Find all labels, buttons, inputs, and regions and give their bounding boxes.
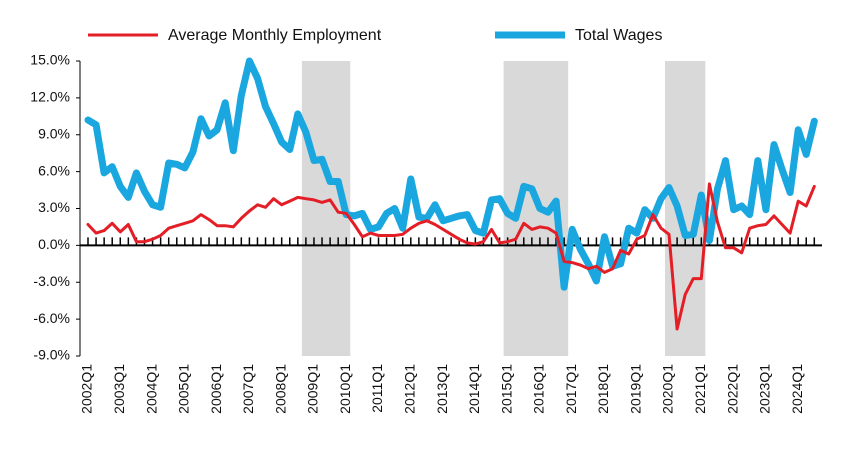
x-tick-label: 2022Q1 — [724, 364, 740, 414]
x-tick-label: 2006Q1 — [208, 364, 224, 414]
x-tick-label: 2005Q1 — [176, 364, 192, 414]
x-tick-group: 2020Q1 — [660, 364, 676, 414]
x-tick-group: 2006Q1 — [208, 364, 224, 414]
x-tick-group: 2012Q1 — [402, 364, 418, 414]
x-tick-group: 2024Q1 — [789, 364, 805, 414]
x-tick-group: 2003Q1 — [111, 364, 127, 414]
x-tick-group: 2011Q1 — [369, 364, 385, 413]
x-tick-group: 2022Q1 — [724, 364, 740, 414]
x-tick-label: 2020Q1 — [660, 364, 676, 414]
x-tick-label: 2018Q1 — [595, 364, 611, 414]
y-tick-label: -6.0% — [33, 310, 70, 326]
x-tick-group: 2016Q1 — [531, 364, 547, 414]
x-tick-label: 2002Q1 — [79, 364, 95, 414]
x-tick-group: 2014Q1 — [466, 364, 482, 414]
x-tick-label: 2014Q1 — [466, 364, 482, 414]
x-tick-group: 2009Q1 — [305, 364, 321, 414]
legend-label: Total Wages — [575, 27, 662, 44]
x-tick-label: 2021Q1 — [692, 364, 708, 414]
x-tick-label: 2019Q1 — [627, 364, 643, 414]
series-line — [84, 57, 818, 291]
y-tick-label: -9.0% — [33, 347, 70, 363]
x-tick-label: 2017Q1 — [563, 364, 579, 414]
x-tick-label: 2004Q1 — [143, 364, 159, 414]
x-tick-group: 2018Q1 — [595, 364, 611, 414]
x-tick-group: 2002Q1 — [79, 364, 95, 414]
x-tick-label: 2007Q1 — [240, 364, 256, 414]
x-tick-group: 2023Q1 — [757, 364, 773, 414]
x-tick-label: 2003Q1 — [111, 364, 127, 414]
x-tick-group: 2008Q1 — [272, 364, 288, 414]
x-tick-label: 2008Q1 — [272, 364, 288, 414]
x-tick-label: 2013Q1 — [434, 364, 450, 414]
x-tick-label: 2024Q1 — [789, 364, 805, 414]
x-tick-group: 2004Q1 — [143, 364, 159, 414]
x-tick-group: 2005Q1 — [176, 364, 192, 414]
y-tick-label: 15.0% — [30, 52, 70, 68]
y-tick-label: 3.0% — [38, 199, 70, 215]
x-tick-label: 2015Q1 — [498, 364, 514, 414]
series-line — [86, 182, 816, 331]
y-tick-label: -3.0% — [33, 273, 70, 289]
x-tick-label: 2010Q1 — [337, 364, 353, 414]
x-tick-group: 2021Q1 — [692, 364, 708, 414]
y-tick-label: 12.0% — [30, 89, 70, 105]
x-tick-group: 2019Q1 — [627, 364, 643, 414]
x-tick-group: 2010Q1 — [337, 364, 353, 414]
x-tick-label: 2016Q1 — [531, 364, 547, 414]
x-tick-label: 2011Q1 — [369, 364, 385, 413]
y-tick-label: 6.0% — [38, 162, 70, 178]
x-tick-label: 2023Q1 — [757, 364, 773, 414]
y-tick-label: 0.0% — [38, 236, 70, 252]
x-tick-group: 2015Q1 — [498, 364, 514, 414]
x-tick-label: 2009Q1 — [305, 364, 321, 414]
legend-label: Average Monthly Employment — [168, 27, 382, 44]
x-tick-group: 2017Q1 — [563, 364, 579, 414]
x-tick-label: 2012Q1 — [402, 364, 418, 414]
x-tick-group: 2013Q1 — [434, 364, 450, 414]
y-tick-label: 9.0% — [38, 125, 70, 141]
x-tick-group: 2007Q1 — [240, 364, 256, 414]
